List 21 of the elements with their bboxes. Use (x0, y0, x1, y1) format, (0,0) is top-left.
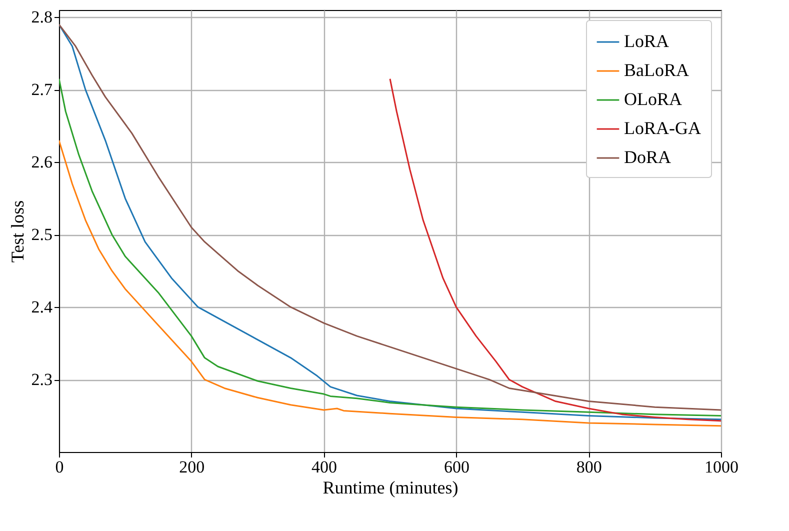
y-tick-label: 2.4 (31, 298, 53, 317)
x-tick-label: 200 (179, 458, 205, 476)
x-tick-label: 1000 (704, 458, 738, 476)
x-tick-label: 0 (55, 458, 64, 476)
y-tick-label: 2.6 (31, 152, 52, 172)
legend-label: LoRA (624, 31, 669, 51)
x-tick-label: 800 (576, 458, 602, 476)
x-tick-label: 600 (444, 458, 470, 476)
y-tick-label: 2.7 (31, 80, 53, 100)
line-series (389, 78, 721, 422)
x-axis-title: Runtime (minutes) (322, 478, 458, 498)
y-tick-label: 2.5 (31, 225, 52, 244)
legend-label: OLoRA (624, 89, 682, 109)
y-tick-label: 2.8 (31, 8, 52, 27)
line-series (59, 140, 721, 427)
legend-label: BaLoRA (624, 60, 689, 80)
x-tick-label: 400 (312, 458, 338, 476)
legend-label: DoRA (624, 147, 672, 167)
y-axis-title: Test loss (7, 200, 28, 263)
legend-label: LoRA-GA (624, 118, 701, 138)
y-tick-label: 2.3 (31, 370, 52, 390)
